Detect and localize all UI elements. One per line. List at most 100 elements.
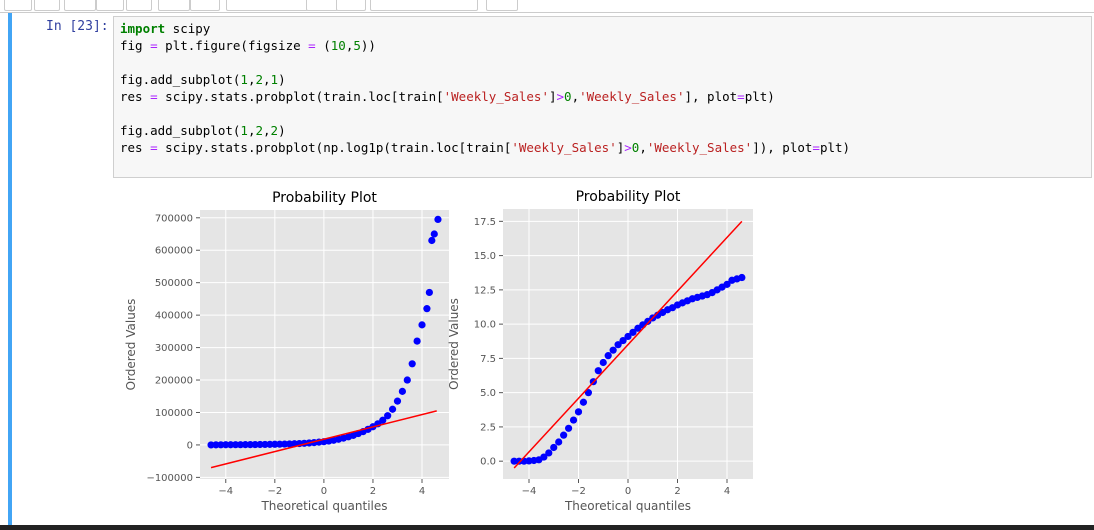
x-axis-label: Theoretical quantiles <box>260 499 387 513</box>
code-token: = <box>150 140 158 155</box>
data-point <box>555 438 563 446</box>
data-point <box>271 440 279 448</box>
y-tick-label: 15.0 <box>474 251 496 262</box>
y-tick-label: 700000 <box>155 213 193 224</box>
code-token: ] <box>616 140 625 155</box>
toolbar-button[interactable] <box>34 0 60 11</box>
data-point <box>430 230 438 238</box>
y-tick-label: 10.0 <box>474 320 496 331</box>
data-point <box>339 434 348 442</box>
code-token: = <box>812 140 820 155</box>
code-token: res <box>120 140 151 155</box>
toolbar-button[interactable] <box>4 0 32 11</box>
toolbar-button[interactable] <box>190 0 220 11</box>
x-axis-label: Theoretical quantiles <box>564 499 691 513</box>
code-token: > <box>624 140 632 155</box>
code-token: scipy <box>165 21 211 36</box>
fit-line <box>513 220 743 469</box>
data-point <box>550 443 558 452</box>
code-token: fig.add_subplot( <box>120 123 241 138</box>
data-point <box>344 433 353 441</box>
chart-title: Probability Plot <box>272 190 377 206</box>
data-point <box>604 352 612 360</box>
y-tick-label: 400000 <box>155 311 193 322</box>
toolbar-button[interactable] <box>158 0 190 11</box>
data-point <box>654 311 662 319</box>
cell-selection-bar <box>8 13 12 525</box>
code-line: fig.add_subplot(1,2,1) <box>120 71 1091 88</box>
data-point <box>515 457 523 465</box>
data-point <box>398 387 406 395</box>
toolbar-button[interactable] <box>126 0 152 11</box>
data-point <box>649 314 657 322</box>
data-point <box>564 424 573 432</box>
code-token: plt.figure(figsize <box>157 38 309 53</box>
data-point <box>256 440 264 449</box>
code-block: import scipy fig = plt.figure(figsize = (… <box>120 20 1091 54</box>
data-point <box>540 453 548 461</box>
data-point <box>281 440 289 448</box>
y-tick-label: 12.5 <box>474 285 496 296</box>
data-point <box>728 276 736 284</box>
data-point <box>664 306 672 314</box>
code-token: 0 <box>631 140 640 155</box>
toolbar-button[interactable] <box>226 0 308 11</box>
code-token: , <box>247 72 256 87</box>
code-token: 2 <box>255 72 264 87</box>
code-token: , <box>639 140 647 155</box>
data-point <box>683 297 692 305</box>
data-point <box>673 301 682 309</box>
toolbar-button[interactable] <box>336 0 366 11</box>
data-point <box>723 280 731 288</box>
code-token: ] <box>548 89 557 104</box>
y-tick-label: 5.0 <box>480 388 496 399</box>
code-token: 'Weekly_Sales' <box>443 89 549 104</box>
toolbar-button[interactable] <box>306 0 338 11</box>
code-token: )) <box>360 38 376 53</box>
data-point <box>276 440 284 448</box>
y-tick-label: 100000 <box>155 408 193 419</box>
code-token: 1 <box>240 72 248 87</box>
data-point <box>525 457 533 465</box>
code-token: 2 <box>255 123 264 138</box>
data-point <box>330 436 338 444</box>
y-tick-label: 0 <box>187 440 193 451</box>
toolbar-button[interactable] <box>96 0 124 11</box>
data-point <box>688 295 696 303</box>
x-tick-label: 4 <box>419 486 425 497</box>
cell-prompt: In [23]: <box>46 19 109 34</box>
data-point <box>349 431 357 439</box>
x-tick-label: −2 <box>571 486 586 497</box>
data-point <box>295 439 303 448</box>
code-editor[interactable]: import scipy fig = plt.figure(figsize = (… <box>113 16 1092 178</box>
code-token: 'Weekly_Sales' <box>646 140 753 155</box>
plot-area <box>200 210 449 479</box>
code-token: plt) <box>819 140 851 155</box>
data-point <box>668 304 677 312</box>
code-token: , <box>345 38 354 53</box>
x-tick-label: −2 <box>267 486 282 497</box>
data-point <box>413 337 421 345</box>
toolbar-select[interactable] <box>370 0 478 11</box>
data-point <box>425 288 433 297</box>
data-point <box>594 367 602 375</box>
code-token: import <box>120 21 166 36</box>
data-point <box>364 425 372 433</box>
data-point <box>629 328 637 336</box>
data-point <box>305 439 313 447</box>
code-token: = <box>150 38 158 53</box>
toolbar-button[interactable] <box>64 0 96 11</box>
toolbar-button[interactable] <box>486 0 518 11</box>
data-point <box>266 440 274 448</box>
data-point <box>290 440 299 448</box>
data-point <box>320 438 328 446</box>
data-point <box>251 440 259 449</box>
code-line: import scipy <box>120 20 1091 37</box>
data-point <box>545 449 553 457</box>
y-axis-label: Ordered Values <box>124 299 138 391</box>
code-token: , <box>571 89 580 104</box>
y-axis-label: Ordered Values <box>447 298 461 390</box>
data-point <box>227 441 235 449</box>
data-point <box>384 412 392 420</box>
data-point <box>520 457 528 465</box>
